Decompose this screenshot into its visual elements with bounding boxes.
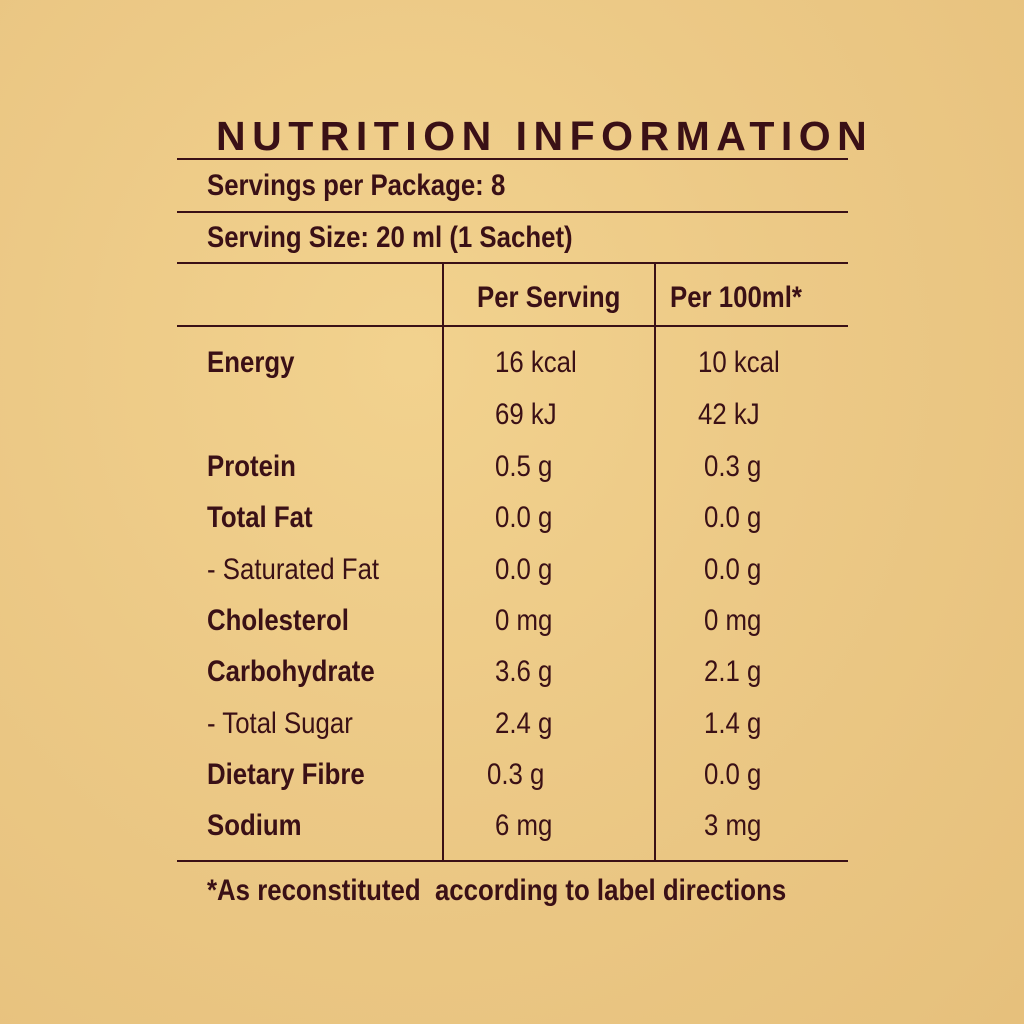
row-label-dietary-fibre: Dietary Fibre: [207, 758, 365, 791]
row-value-per-100ml: 10 kcal: [698, 346, 780, 379]
row-value-per-serving: 0.0 g: [495, 501, 553, 534]
row-value-per-serving: 3.6 g: [495, 655, 553, 688]
column-divider-1: [442, 262, 444, 862]
row-value-per-serving: 0.5 g: [495, 450, 553, 483]
header-per-100ml: Per 100ml*: [670, 281, 802, 314]
row-value-per-serving: 0.3 g: [487, 758, 545, 791]
row-label-energy: Energy: [207, 346, 295, 379]
row-value-per-serving: 2.4 g: [495, 707, 553, 740]
row-label-total-fat: Total Fat: [207, 501, 313, 534]
rule-under-serving-size: [177, 262, 848, 264]
panel-title: NUTRITION INFORMATION: [216, 113, 874, 159]
row-label-total-sugar: - Total Sugar: [207, 707, 353, 740]
serving-size: Serving Size: 20 ml (1 Sachet): [207, 221, 573, 254]
row-value-per-serving: 0.0 g: [495, 553, 553, 586]
row-label-cholesterol: Cholesterol: [207, 604, 349, 637]
row-value-per-100ml: 0.0 g: [704, 553, 762, 586]
row-value-per-serving: 69 kJ: [495, 398, 557, 431]
row-value-per-100ml: 0.3 g: [704, 450, 762, 483]
row-label-sodium: Sodium: [207, 809, 302, 842]
row-value-per-100ml: 0.0 g: [704, 501, 762, 534]
rule-under-servings: [177, 211, 848, 213]
row-value-per-100ml: 1.4 g: [704, 707, 762, 740]
row-value-per-100ml: 0 mg: [704, 604, 762, 637]
row-value-per-serving: 16 kcal: [495, 346, 577, 379]
row-label-protein: Protein: [207, 450, 296, 483]
row-value-per-100ml: 42 kJ: [698, 398, 760, 431]
rule-table-bottom: [177, 860, 848, 862]
row-label-carbohydrate: Carbohydrate: [207, 655, 375, 688]
header-per-serving: Per Serving: [477, 281, 621, 314]
column-divider-2: [654, 262, 656, 862]
rule-under-title: [177, 158, 848, 160]
row-value-per-100ml: 0.0 g: [704, 758, 762, 791]
row-value-per-serving: 0 mg: [495, 604, 553, 637]
row-value-per-serving: 6 mg: [495, 809, 553, 842]
rule-under-header: [177, 325, 848, 327]
row-label-saturated-fat: - Saturated Fat: [207, 553, 380, 586]
row-value-per-100ml: 3 mg: [704, 809, 762, 842]
row-value-per-100ml: 2.1 g: [704, 655, 762, 688]
footnote: *As reconstituted according to label dir…: [207, 874, 787, 907]
servings-per-package: Servings per Package: 8: [207, 169, 506, 202]
